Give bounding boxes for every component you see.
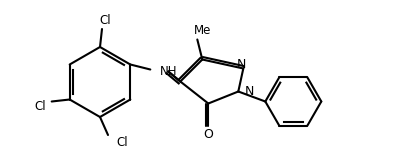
Text: N: N (244, 85, 254, 98)
Text: Cl: Cl (116, 136, 128, 150)
Text: N: N (237, 58, 246, 71)
Text: Me: Me (193, 24, 211, 37)
Text: Cl: Cl (99, 14, 111, 28)
Text: NH: NH (160, 65, 178, 78)
Text: O: O (203, 128, 213, 141)
Text: Cl: Cl (34, 100, 45, 113)
